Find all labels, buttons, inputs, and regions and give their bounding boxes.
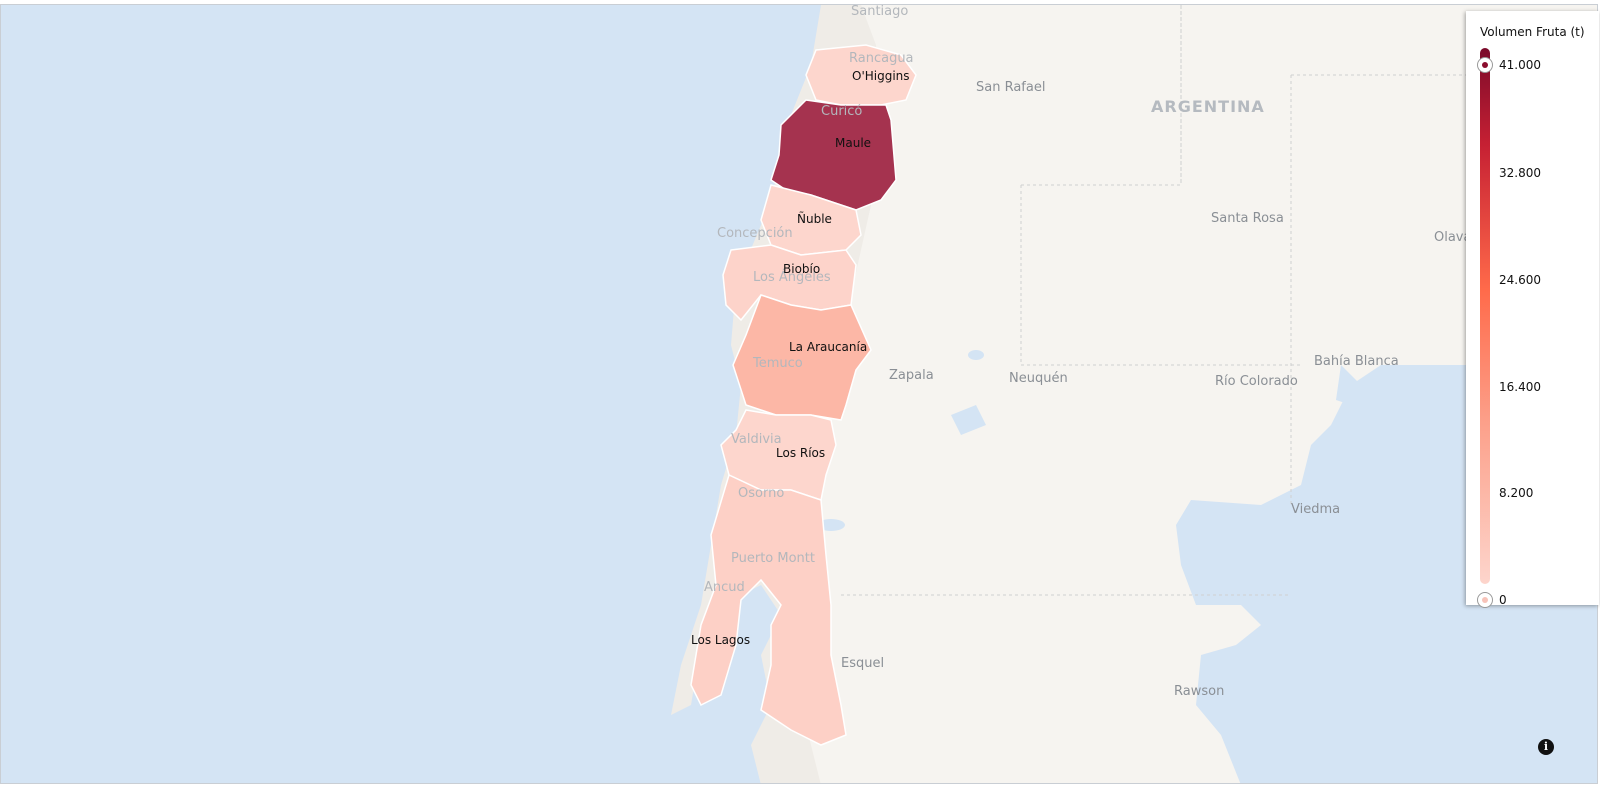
region-la-araucania[interactable] [732, 294, 872, 421]
region-labels: O'Higgins Maule Ñuble Biobío La Araucaní… [691, 69, 910, 647]
legend-tick: 41.000 [1499, 58, 1541, 72]
color-legend: Volumen Fruta (t) 41.000 32.800 24.600 1… [1466, 11, 1599, 608]
country-label: ARGENTINA [1151, 97, 1265, 116]
city-label: Rancagua [849, 51, 914, 66]
legend-tick: 32.800 [1499, 166, 1541, 180]
city-label: Osorno [738, 486, 784, 501]
legend-tick: 16.400 [1499, 380, 1541, 394]
region-label-los-lagos: Los Lagos [691, 633, 750, 647]
region-label-los-rios: Los Ríos [776, 446, 825, 460]
city-label: Concepción [717, 226, 793, 241]
city-label: Zapala [889, 368, 934, 383]
region-label-la-araucania: La Araucanía [789, 340, 867, 354]
city-label: Esquel [841, 656, 884, 671]
city-label: Curicó [821, 104, 862, 119]
city-label: Temuco [752, 356, 803, 371]
region-label-maule: Maule [835, 136, 871, 150]
legend-title: Volumen Fruta (t) [1480, 25, 1585, 39]
legend-min-handle[interactable] [1477, 592, 1493, 608]
bahia-blanca-bay [1336, 365, 1361, 405]
legend-tick: 24.600 [1499, 273, 1541, 287]
city-label: Rawson [1174, 684, 1224, 699]
city-labels: Santiago Rancagua San Rafael Curicó Conc… [704, 5, 1494, 699]
city-label: Viedma [1291, 502, 1340, 517]
region-label-ohiggins: O'Higgins [852, 69, 910, 83]
city-label: Los Ángeles [753, 269, 831, 285]
city-label: Neuquén [1009, 371, 1068, 386]
city-label: Santiago [851, 5, 908, 19]
regions-layer[interactable] [690, 44, 917, 746]
region-los-lagos[interactable] [690, 473, 847, 746]
region-ohiggins[interactable] [805, 44, 917, 106]
map-svg[interactable]: Santiago Rancagua San Rafael Curicó Conc… [1, 5, 1598, 784]
city-label: Ancud [704, 580, 745, 595]
city-label: Valdivia [731, 432, 782, 447]
legend-tick: 8.200 [1499, 486, 1534, 500]
map-canvas[interactable]: Santiago Rancagua San Rafael Curicó Conc… [0, 4, 1598, 784]
city-label: Santa Rosa [1211, 211, 1284, 226]
region-label-nuble: Ñuble [797, 211, 832, 226]
city-label: Bahía Blanca [1314, 354, 1399, 369]
city-label: San Rafael [976, 80, 1045, 95]
legend-tick: 0 [1499, 593, 1507, 607]
legend-gradient-bar [1480, 48, 1490, 584]
lakes [817, 350, 986, 531]
city-label: Puerto Montt [731, 551, 815, 566]
legend-max-handle[interactable] [1477, 57, 1493, 73]
region-label-biobio: Biobío [783, 262, 820, 276]
argentina-land [781, 5, 1597, 783]
city-label: Río Colorado [1215, 374, 1298, 389]
info-icon[interactable]: i [1538, 739, 1554, 755]
